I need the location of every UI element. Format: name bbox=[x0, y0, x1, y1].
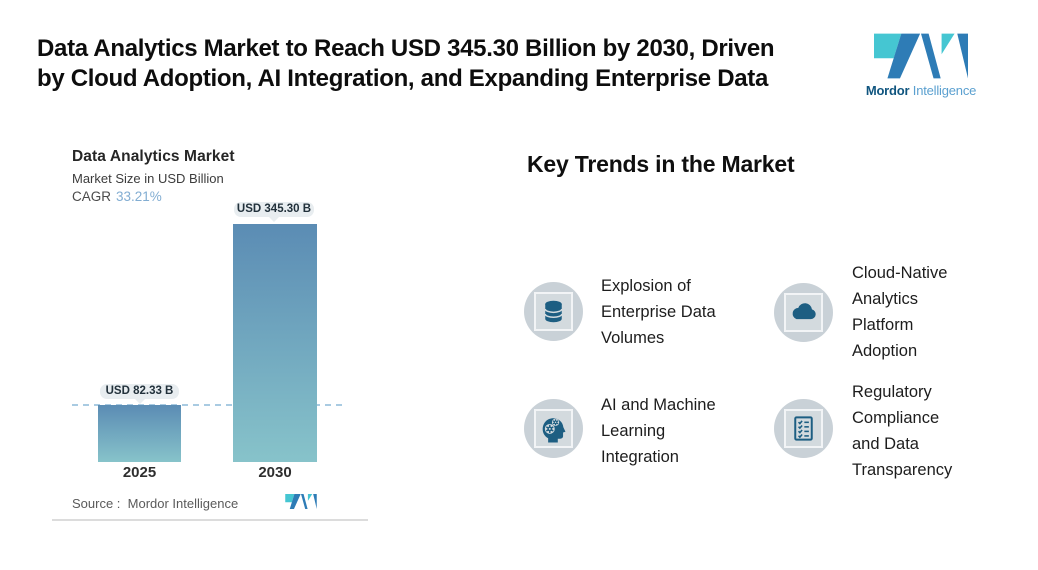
trend-line: Cloud-Native bbox=[852, 264, 948, 282]
database-icon bbox=[544, 300, 563, 323]
trend-line: Adoption bbox=[852, 342, 918, 360]
chart-subtitle: Market Size in USD Billion bbox=[72, 171, 224, 186]
trend-badge-regulatory bbox=[774, 399, 833, 458]
trend-item-regulatory: Regulatory Compliance and Data Transpare… bbox=[852, 379, 952, 483]
data-label-2030: USD 345.30 B bbox=[234, 202, 314, 222]
headline-line-1: Data Analytics Market to Reach USD 345.3… bbox=[37, 35, 775, 62]
trend-line: Explosion of bbox=[601, 277, 691, 295]
brand-logo: Mordor Intelligence bbox=[865, 33, 977, 98]
brand-word-mordor: Mordor bbox=[865, 83, 910, 98]
mordor-mini-logo-icon bbox=[285, 494, 317, 514]
market-chart-card: Data Analytics Market Market Size in USD… bbox=[52, 132, 368, 521]
bar-2030 bbox=[233, 224, 317, 462]
chart-cagr: CAGR 33.21% bbox=[72, 189, 162, 204]
mordor-intelligence-logo-icon bbox=[865, 33, 977, 79]
trends-heading: Key Trends in the Market bbox=[527, 151, 795, 177]
cloud-icon bbox=[792, 303, 816, 320]
reference-dashed-line bbox=[72, 404, 346, 406]
brand-wordmark: Mordor Intelligence bbox=[865, 83, 977, 98]
trend-badge-cloud-native bbox=[774, 283, 833, 342]
trend-line: and Data bbox=[852, 435, 919, 453]
icon-frame bbox=[534, 292, 573, 331]
trend-line: Transparency bbox=[852, 461, 953, 479]
brand-word-intelligence: Intelligence bbox=[909, 83, 977, 98]
data-label-2025: USD 82.33 B bbox=[100, 384, 179, 404]
cagr-label: CAGR bbox=[72, 189, 112, 204]
trend-line: Integration bbox=[601, 448, 679, 466]
icon-frame bbox=[784, 409, 823, 448]
trend-line: Enterprise Data bbox=[601, 303, 716, 321]
x-tick-2030: 2030 bbox=[258, 464, 292, 481]
trend-line: Compliance bbox=[852, 409, 940, 427]
cagr-value: 33.21% bbox=[116, 189, 162, 204]
trend-line: Regulatory bbox=[852, 383, 932, 401]
trend-line: Platform bbox=[852, 316, 914, 334]
trend-line: Learning bbox=[601, 422, 666, 440]
x-tick-2025: 2025 bbox=[122, 464, 157, 481]
ai-head-icon bbox=[542, 418, 566, 443]
trend-item-enterprise-data: Explosion of Enterprise Data Volumes bbox=[601, 273, 716, 351]
chart-title: Data Analytics Market bbox=[72, 148, 235, 165]
trend-line: AI and Machine bbox=[601, 396, 716, 414]
bar-2025 bbox=[98, 405, 181, 462]
trend-badge-enterprise-data bbox=[524, 282, 583, 341]
headline-line-2: by Cloud Adoption, AI Integration, and E… bbox=[37, 65, 769, 92]
trend-line: Analytics bbox=[852, 290, 919, 308]
trend-badge-ai-ml bbox=[524, 399, 583, 458]
page-title: Data Analytics Market to Reach USD 345.3… bbox=[37, 34, 847, 94]
checklist-icon bbox=[794, 416, 813, 441]
source-text: Source : Mordor Intelligence bbox=[72, 496, 239, 511]
trend-item-ai-ml: AI and Machine Learning Integration bbox=[601, 392, 716, 470]
trend-item-cloud-native: Cloud-Native Analytics Platform Adoption bbox=[852, 260, 947, 364]
trend-line: Volumes bbox=[601, 329, 665, 347]
